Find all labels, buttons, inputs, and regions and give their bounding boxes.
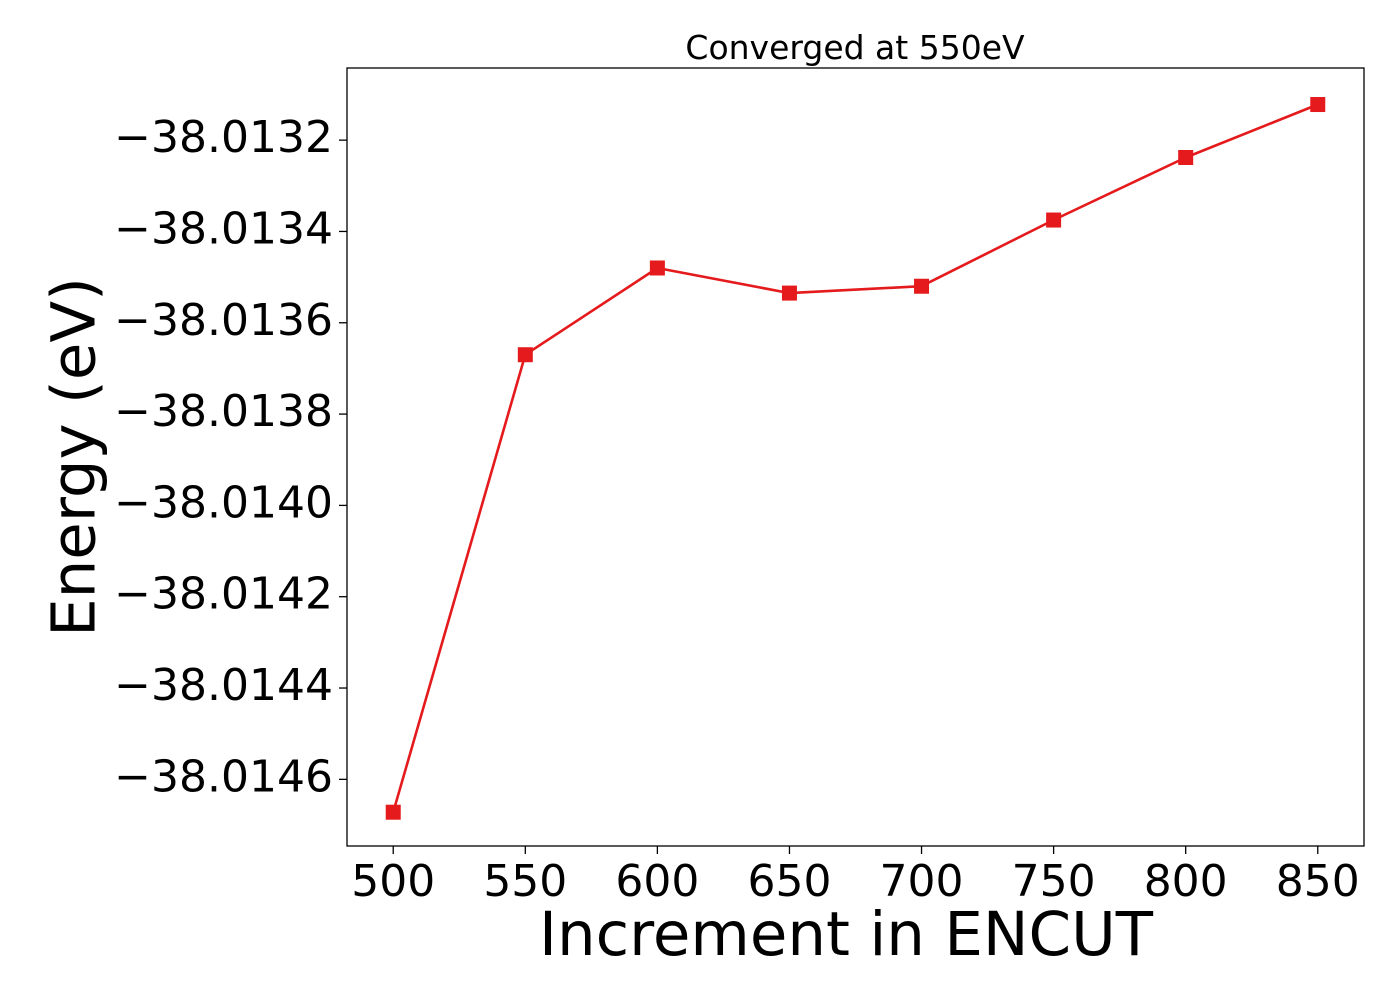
x-tick-label: 700 (880, 856, 964, 907)
y-tick-label: −38.0138 (114, 386, 333, 437)
chart-title: Converged at 550eV (685, 28, 1025, 67)
data-point (649, 260, 665, 276)
x-tick-label: 550 (483, 856, 567, 907)
data-point (1310, 97, 1326, 113)
x-tick-label: 800 (1144, 856, 1228, 907)
data-point (914, 278, 930, 294)
y-tick-label: −38.0146 (114, 751, 333, 802)
data-point (385, 804, 401, 820)
x-axis-label: Increment in ENCUT (539, 899, 1154, 970)
series-line (391, 103, 1319, 813)
y-tick-label: −38.0140 (114, 477, 333, 528)
y-tick-label: −38.0136 (114, 295, 333, 346)
data-point (1046, 212, 1062, 228)
x-axis: 500 550 600 650 700 750 800 850 (351, 846, 1360, 907)
data-point (1178, 149, 1194, 165)
series-layer (385, 97, 1326, 820)
y-tick-label: −38.0142 (114, 569, 333, 620)
y-axis: −38.0146 −38.0144 −38.0142 −38.0140 −38.0138… (114, 112, 347, 802)
y-tick-label: −38.0134 (114, 203, 333, 254)
x-tick-label: 750 (1012, 856, 1096, 907)
y-tick-label: −38.0132 (114, 112, 333, 163)
plot-area (346, 67, 1365, 847)
x-tick-label: 650 (747, 856, 831, 907)
y-tick-label: −38.0144 (114, 660, 333, 711)
y-axis-label: Energy (eV) (39, 277, 110, 637)
x-tick-label: 500 (351, 856, 435, 907)
x-tick-label: 600 (615, 856, 699, 907)
x-tick-label: 850 (1276, 856, 1360, 907)
data-point (781, 285, 797, 301)
data-point (517, 347, 533, 363)
